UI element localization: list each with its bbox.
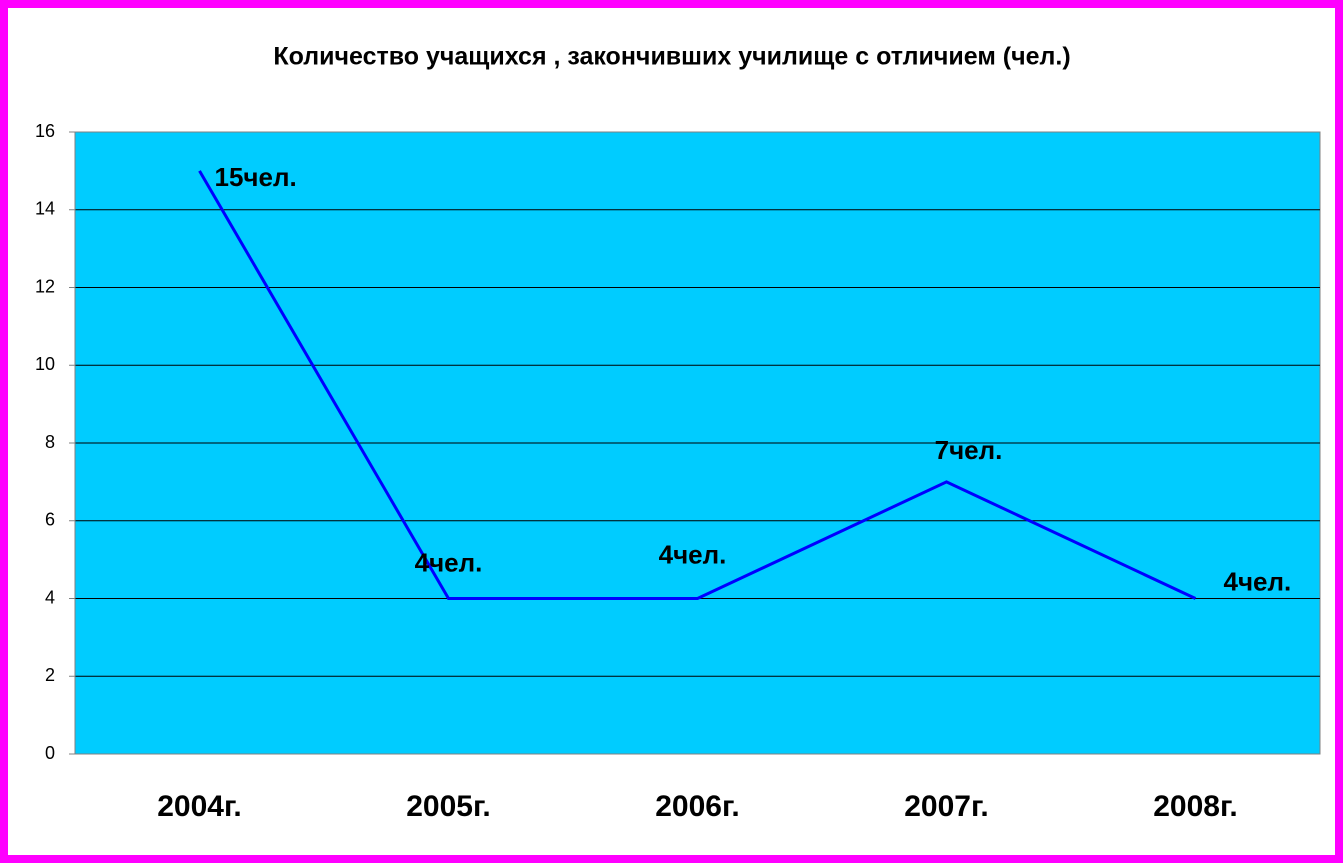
y-tick-label: 2: [45, 665, 55, 685]
data-label: 15чел.: [215, 162, 297, 192]
y-tick-label: 8: [45, 432, 55, 452]
x-tick-label: 2005г.: [406, 790, 491, 823]
data-label: 4чел.: [415, 547, 483, 577]
y-tick-label: 14: [35, 199, 55, 219]
y-tick-label: 4: [45, 587, 55, 607]
y-tick-label: 6: [45, 510, 55, 530]
x-tick-label: 2006г.: [655, 790, 740, 823]
x-tick-label: 2004г.: [157, 790, 242, 823]
data-label: 7чел.: [935, 435, 1003, 465]
x-tick-label: 2008г.: [1153, 790, 1238, 823]
series-line: [198, 170, 1197, 600]
y-tick-label: 0: [45, 743, 55, 763]
data-label: 4чел.: [659, 539, 727, 569]
y-tick-label: 10: [35, 354, 55, 374]
data-label: 4чел.: [1224, 566, 1292, 596]
x-tick-label: 2007г.: [904, 790, 989, 823]
y-tick-label: 12: [35, 276, 55, 296]
y-tick-label: 16: [35, 121, 55, 141]
chart-title: Количество учащихся , закончивших училищ…: [273, 43, 1070, 71]
